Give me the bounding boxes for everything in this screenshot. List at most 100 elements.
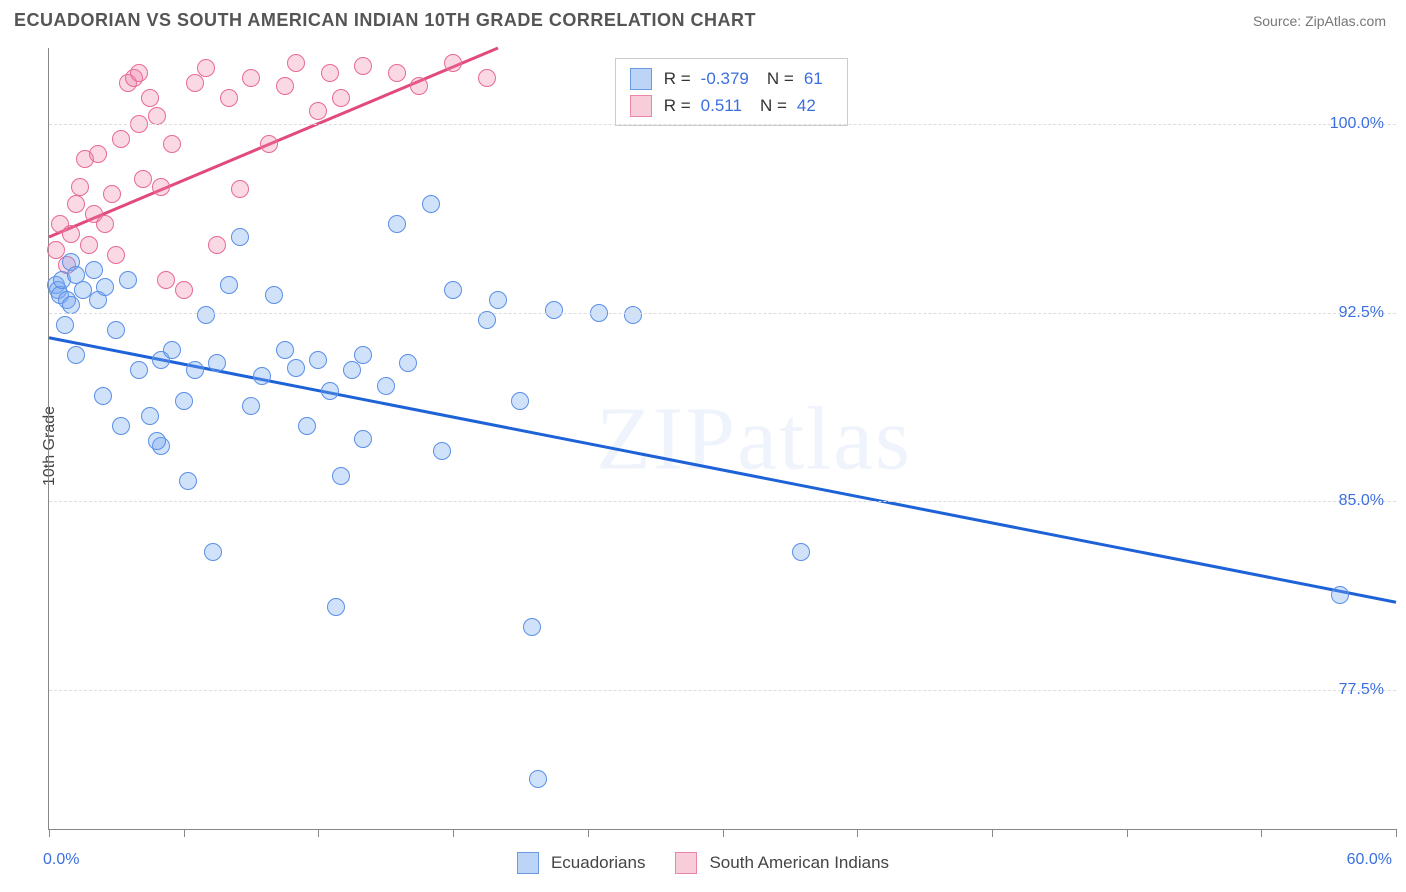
scatter-point-a (343, 361, 361, 379)
scatter-point-a (85, 261, 103, 279)
scatter-point-b (152, 178, 170, 196)
scatter-point-b (260, 135, 278, 153)
grid-line (49, 501, 1396, 502)
stats-row-series-b: R = 0.511 N = 42 (630, 92, 833, 119)
scatter-point-a (399, 354, 417, 372)
source-attribution: Source: ZipAtlas.com (1253, 13, 1386, 29)
bottom-legend: Ecuadorians South American Indians (0, 852, 1406, 874)
scatter-point-a (231, 228, 249, 246)
x-tick (1261, 829, 1262, 837)
scatter-point-a (179, 472, 197, 490)
r-value-b: 0.511 (701, 92, 742, 119)
y-tick-label: 100.0% (1330, 115, 1384, 133)
scatter-point-b (197, 59, 215, 77)
scatter-point-a (253, 367, 271, 385)
scatter-point-a (523, 618, 541, 636)
scatter-point-b (242, 69, 260, 87)
scatter-point-b (96, 215, 114, 233)
scatter-point-b (141, 89, 159, 107)
x-tick (184, 829, 185, 837)
scatter-point-a (242, 397, 260, 415)
scatter-point-a (354, 346, 372, 364)
scatter-point-b (309, 102, 327, 120)
scatter-point-a (197, 306, 215, 324)
scatter-point-a (208, 354, 226, 372)
legend-label-a: Ecuadorians (551, 853, 646, 873)
scatter-point-a (478, 311, 496, 329)
scatter-point-b (287, 54, 305, 72)
chart-title: ECUADORIAN VS SOUTH AMERICAN INDIAN 10TH… (14, 10, 756, 31)
n-value-b: 42 (797, 92, 816, 119)
plot-area: ZIPatlas R = -0.379 N = 61 R = 0.511 N =… (48, 48, 1396, 830)
r-value-a: -0.379 (701, 65, 749, 92)
x-tick (588, 829, 589, 837)
source-label: Source: (1253, 13, 1301, 29)
x-tick (857, 829, 858, 837)
scatter-point-a (220, 276, 238, 294)
legend-item-a[interactable]: Ecuadorians (517, 852, 646, 874)
scatter-point-a (489, 291, 507, 309)
scatter-point-b (112, 130, 130, 148)
scatter-point-a (444, 281, 462, 299)
scatter-point-b (410, 77, 428, 95)
source-link[interactable]: ZipAtlas.com (1305, 13, 1386, 29)
scatter-point-b (67, 195, 85, 213)
scatter-point-a (792, 543, 810, 561)
scatter-point-a (388, 215, 406, 233)
scatter-point-b (89, 145, 107, 163)
scatter-point-a (175, 392, 193, 410)
scatter-point-b (444, 54, 462, 72)
scatter-point-a (130, 361, 148, 379)
scatter-point-b (186, 74, 204, 92)
scatter-point-a (94, 387, 112, 405)
scatter-point-a (327, 598, 345, 616)
n-label: N = (767, 65, 794, 92)
scatter-point-b (231, 180, 249, 198)
scatter-point-b (478, 69, 496, 87)
x-tick (49, 829, 50, 837)
scatter-point-b (157, 271, 175, 289)
scatter-point-b (163, 135, 181, 153)
scatter-point-a (107, 321, 125, 339)
n-value-a: 61 (804, 65, 823, 92)
scatter-point-a (141, 407, 159, 425)
scatter-point-b (354, 57, 372, 75)
scatter-point-b (103, 185, 121, 203)
swatch-series-b (630, 95, 652, 117)
scatter-point-a (265, 286, 283, 304)
scatter-point-a (433, 442, 451, 460)
scatter-point-b (321, 64, 339, 82)
scatter-point-b (220, 89, 238, 107)
legend-swatch-a (517, 852, 539, 874)
scatter-point-b (175, 281, 193, 299)
chart-header: ECUADORIAN VS SOUTH AMERICAN INDIAN 10TH… (0, 0, 1406, 37)
legend-swatch-b (675, 852, 697, 874)
scatter-point-a (377, 377, 395, 395)
scatter-point-a (276, 341, 294, 359)
scatter-point-a (309, 351, 327, 369)
stats-row-series-a: R = -0.379 N = 61 (630, 65, 833, 92)
x-tick (992, 829, 993, 837)
x-tick (723, 829, 724, 837)
scatter-point-a (545, 301, 563, 319)
scatter-point-b (62, 225, 80, 243)
scatter-point-b (80, 236, 98, 254)
legend-item-b[interactable]: South American Indians (675, 852, 889, 874)
y-tick-label: 85.0% (1339, 492, 1384, 510)
legend-label-b: South American Indians (709, 853, 889, 873)
scatter-point-a (422, 195, 440, 213)
scatter-point-a (186, 361, 204, 379)
scatter-point-b (71, 178, 89, 196)
scatter-point-a (204, 543, 222, 561)
scatter-point-b (130, 64, 148, 82)
x-tick (453, 829, 454, 837)
x-tick (318, 829, 319, 837)
r-label: R = (664, 92, 691, 119)
y-tick-label: 77.5% (1339, 681, 1384, 699)
grid-line (49, 690, 1396, 691)
scatter-point-b (276, 77, 294, 95)
scatter-point-a (511, 392, 529, 410)
scatter-point-a (56, 316, 74, 334)
x-tick (1396, 829, 1397, 837)
scatter-point-a (321, 382, 339, 400)
